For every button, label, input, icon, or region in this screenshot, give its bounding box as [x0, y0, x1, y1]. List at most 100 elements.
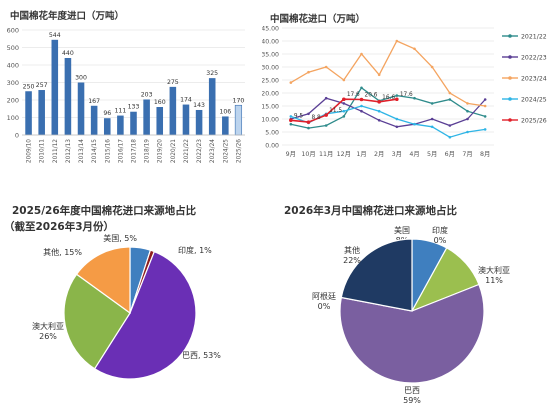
data-label: 17.6 — [347, 92, 360, 98]
bar-value-label: 143 — [193, 102, 205, 109]
pie-label-line: 巴西, 53% — [182, 351, 221, 360]
pie-label: 印度 0% — [432, 225, 448, 245]
x-tick-label: 8月 — [480, 150, 490, 158]
pie-slice — [340, 238, 413, 312]
y-tick-label: 100 — [7, 114, 19, 122]
pie-slice — [93, 250, 197, 380]
x-tick-label: 2019/20 — [158, 139, 164, 163]
legend-marker — [508, 118, 512, 122]
series-point — [483, 104, 487, 108]
series-point — [307, 126, 310, 130]
series-point — [342, 97, 346, 102]
series-point — [413, 122, 416, 126]
bar-value-label: 300 — [75, 75, 87, 82]
series-point — [430, 125, 434, 129]
bar — [234, 104, 243, 136]
series-point — [448, 98, 452, 101]
y-tick-label: 35.00 — [262, 52, 279, 59]
pie-label-line: 其他, 15% — [43, 247, 82, 257]
x-tick-label: 2020/21 — [171, 139, 177, 163]
bar — [208, 78, 216, 135]
season-pie-chart: 美国, 5% 印度, 1% 巴西, 53% 澳大利亚 26% 其他, 15% — [32, 233, 221, 380]
x-tick-label: 2011/12 — [53, 139, 59, 163]
march-pie-title: 2026年3月中国棉花进口来源地占比 — [284, 205, 458, 217]
data-label: 11.5 — [329, 108, 342, 114]
data-label: 17.6 — [400, 92, 413, 98]
bar — [169, 86, 177, 135]
pie-label-line: 0% — [434, 236, 447, 245]
data-label: 20.6 — [365, 93, 378, 99]
series-point — [360, 104, 363, 108]
pie-label: 巴西 59% — [403, 386, 421, 405]
monthly-imports-chart: 0.00 5.00 10.00 15.00 20.00 25.00 30.00 35.00 40… — [262, 26, 547, 159]
series-point — [360, 86, 363, 90]
bar-value-label: 160 — [154, 99, 166, 106]
x-tick-label: 2016/17 — [118, 139, 124, 163]
pie-label-line: 0% — [318, 302, 331, 311]
series-point — [377, 109, 381, 113]
bar — [195, 109, 203, 135]
season-pie-title-line2: （截至2026年3月份） — [4, 221, 115, 233]
series-line — [290, 105, 486, 138]
bar — [38, 90, 45, 135]
series-point — [324, 124, 328, 127]
series-point — [342, 115, 346, 118]
pie-label-line: 澳大利亚 — [478, 265, 510, 275]
legend-label: 2021/22 — [521, 33, 547, 40]
legend-marker — [508, 55, 512, 59]
series-point — [483, 115, 487, 118]
pie-slice — [63, 273, 131, 370]
x-tick-label: 2018/19 — [145, 139, 151, 163]
monthly-imports-panel: 中国棉花进口（万吨） 0.00 5.00 10.00 15.00 20.00 25.00 3… — [262, 0, 550, 170]
legend-label: 2023/24 — [521, 75, 547, 82]
x-tick-label: 2021/22 — [184, 139, 190, 163]
season-pie-title-line1: 2025/26年度中国棉花进口来源地占比 — [12, 205, 197, 217]
x-tick-label: 3月 — [392, 150, 402, 158]
bar — [51, 39, 59, 135]
x-tick-label: 4月 — [409, 150, 419, 158]
series-point — [289, 122, 293, 126]
y-tick-label: 45.00 — [262, 26, 279, 33]
y-tick-label: 5.00 — [265, 130, 279, 137]
bar — [182, 104, 190, 135]
annual-imports-panel: 中国棉花年度进口（万吨） 0 100 200 300 400 500 600 250 2009/… — [0, 0, 250, 170]
data-label: 8.8 — [312, 115, 322, 121]
bar — [77, 82, 85, 135]
pie-label: 印度, 1% — [178, 245, 212, 255]
y-tick-label: 400 — [7, 62, 19, 70]
x-tick-label: 5月 — [427, 150, 437, 158]
y-tick-label: 30.00 — [262, 65, 279, 72]
pie-label-line: 阿根廷 — [312, 291, 336, 301]
bar — [156, 107, 164, 135]
series-point — [430, 102, 434, 105]
legend-marker — [508, 76, 512, 80]
bar — [117, 115, 124, 135]
bar-value-label: 544 — [49, 32, 61, 39]
pie-label: 美国, 5% — [103, 233, 137, 243]
bar-value-label: 106 — [219, 108, 231, 115]
series-point — [289, 118, 293, 123]
x-tick-label: 2023/24 — [210, 139, 216, 163]
series-point — [448, 124, 452, 127]
y-tick-label: 600 — [7, 27, 19, 35]
series-point — [359, 97, 364, 102]
series-point — [342, 109, 346, 113]
y-tick-label: 200 — [7, 97, 19, 105]
y-tick-label: 40.00 — [262, 39, 279, 46]
series-point — [360, 109, 363, 113]
x-tick-label: 2022/23 — [197, 139, 203, 163]
source-share-season-panel: 2025/26年度中国棉花进口来源地占比 （截至2026年3月份） 美国, 5%… — [0, 195, 265, 407]
annual-imports-chart: 0 100 200 300 400 500 600 250 2009/10 257 2010/11 5… — [7, 27, 245, 163]
bar-value-label: 440 — [62, 50, 74, 57]
pie-label: 阿根廷 0% — [312, 291, 336, 311]
bar — [25, 91, 32, 135]
bar-value-label: 174 — [180, 97, 192, 104]
series-point — [342, 102, 346, 105]
data-label: 9.5 — [294, 113, 304, 119]
pie-label: 其他, 15% — [43, 247, 82, 257]
y-tick-label: 500 — [7, 44, 19, 52]
y-tick-label: 25.00 — [262, 78, 279, 85]
series-point — [377, 119, 381, 122]
series-point — [448, 91, 452, 95]
